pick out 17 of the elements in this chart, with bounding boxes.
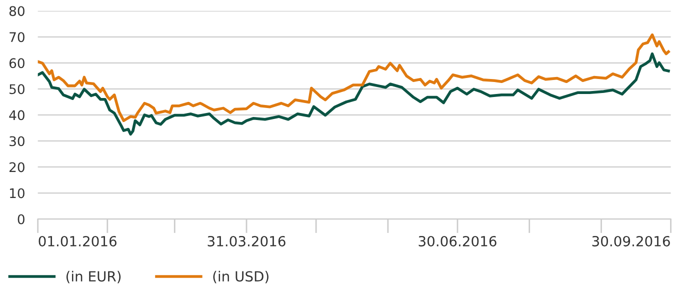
legend-label: (in EUR) — [66, 270, 121, 284]
x-tick-label: 31.03.2016 — [208, 236, 286, 246]
y-tick-label: 20 — [10, 162, 24, 172]
y-tick-label: 40 — [9, 110, 24, 120]
y-tick-label: 0 — [18, 214, 24, 224]
line-series — [38, 33, 670, 122]
x-tick-label: 01.01.2016 — [38, 236, 116, 246]
legend-label: (in USD) — [213, 270, 268, 284]
x-tick-label: 30.06.2016 — [418, 236, 496, 246]
line-series — [38, 52, 670, 136]
y-tick-label: 50 — [10, 84, 24, 94]
x-tick-label: 30.09.2016 — [592, 236, 670, 246]
y-tick-label: 80 — [9, 6, 24, 16]
y-tick-label: 60 — [9, 58, 24, 68]
y-tick-label: 30 — [10, 136, 24, 146]
y-tick-label: 70 — [10, 32, 24, 42]
y-tick-label: 10 — [10, 188, 24, 198]
